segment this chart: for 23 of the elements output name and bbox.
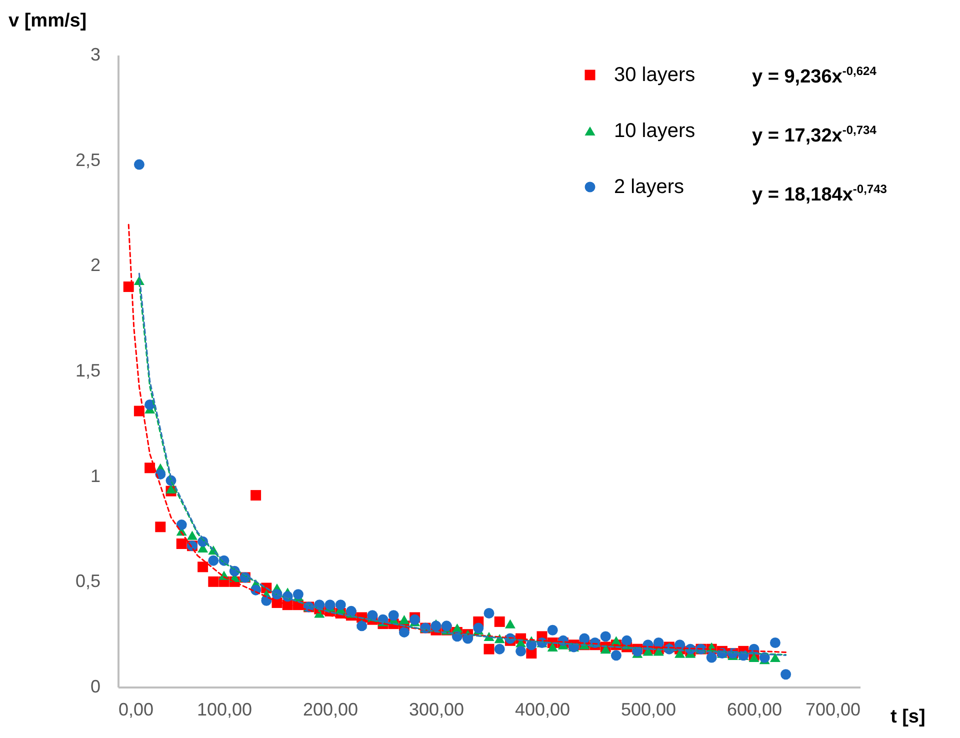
x-tick-label: 300,00 — [408, 700, 464, 720]
y-tick-label: 0,5 — [75, 571, 100, 592]
x-tick-label: 500,00 — [620, 700, 676, 720]
y-axis-title: v [mm/s] — [8, 10, 87, 32]
legend-label: 10 layers — [614, 120, 696, 142]
y-tick-label: 1 — [90, 466, 100, 486]
legend-label: 30 layers — [614, 64, 696, 86]
annotation: y = 9,236x$^{-0,624}$ — [752, 64, 876, 88]
x-tick-label: 200,00 — [302, 700, 358, 720]
annotation: y = 17,32x$^{-0,734}$ — [752, 123, 876, 148]
annotation: y = 18,184x$^{-0,743}$ — [752, 182, 887, 206]
y-tick-label: 1,5 — [75, 360, 100, 380]
y-tick-label: 2,5 — [75, 150, 100, 170]
y-tick-label: 0 — [90, 676, 100, 696]
x-tick-label: 100,00 — [196, 700, 252, 720]
y-tick-label: 2 — [90, 255, 100, 276]
x-tick-label: 700,00 — [805, 700, 860, 720]
y-tick-label: 3 — [90, 44, 100, 64]
x-tick-label: 400,00 — [514, 700, 570, 720]
x-tick-label: 0,00 — [118, 700, 154, 720]
x-tick-label: 600,00 — [726, 700, 782, 720]
x-axis-title: t [s] — [890, 706, 926, 728]
legend-label: 2 layers — [614, 176, 684, 198]
